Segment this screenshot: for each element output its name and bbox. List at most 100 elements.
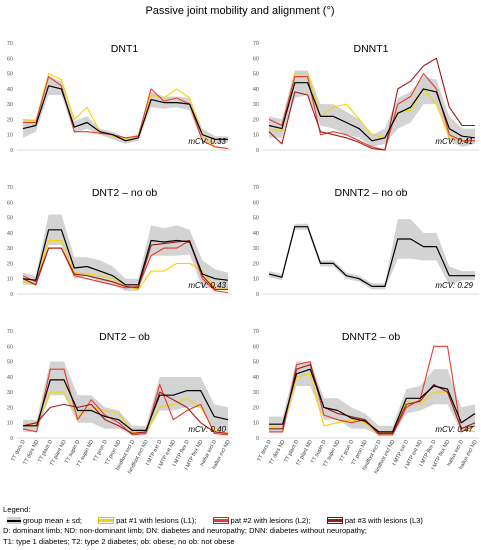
y-tick-label: 20	[253, 261, 259, 267]
y-tick-label: 20	[253, 405, 259, 411]
series-line-mean	[22, 85, 228, 142]
y-tick-label: 70	[7, 185, 13, 191]
y-tick-label: 30	[7, 246, 13, 252]
y-tick-label: 30	[7, 102, 13, 108]
y-tick-label: 20	[7, 405, 13, 411]
sd-band	[269, 219, 475, 290]
legend-swatch-p2	[212, 517, 229, 524]
series-line-mean	[23, 379, 229, 431]
legend-label-p2: pat #2 with lesions (L2);	[230, 515, 311, 525]
panel-3: 0 10 20 30 40 50 60 70 DNT2 – no ob mCV: 0.43	[7, 185, 232, 298]
panel-1: 0 10 20 30 40 50 60 70 DNT1 mCV: 0.33	[7, 41, 232, 154]
series-line-p1	[268, 373, 476, 436]
y-tick-label: 0	[10, 436, 13, 442]
legend-label-p3: pat #3 with lesions (L3)	[344, 515, 423, 525]
y-tick-label: 50	[7, 360, 13, 366]
legend-swatch-p1	[98, 517, 115, 524]
y-tick-label: 40	[7, 375, 13, 381]
y-tick-label: 60	[7, 200, 13, 206]
y-tick-label: 40	[253, 375, 259, 381]
y-tick-label: 0	[256, 148, 259, 154]
y-tick-label: 10	[253, 421, 259, 427]
y-tick-label: 50	[253, 360, 259, 366]
panel-title: DNT1	[111, 43, 139, 55]
cv-annotation: mCV: 0.29	[435, 281, 473, 290]
legend-label-mean: group mean ± sd;	[23, 515, 83, 525]
series-line-p1	[22, 73, 229, 150]
legend-note-2: T1: type 1 diabetes; T2: type 2 diabetes…	[3, 536, 235, 546]
y-tick-label: 70	[253, 41, 259, 47]
y-tick-label: 0	[256, 292, 259, 298]
series-line-p3	[22, 391, 229, 434]
y-tick-label: 10	[7, 277, 13, 283]
y-tick-label: 10	[7, 421, 13, 427]
panel-2: 0 10 20 30 40 50 60 70 DNNT1 mCV: 0.41	[253, 41, 479, 154]
y-tick-label: 70	[253, 329, 259, 335]
panel-title: DNNT2 – ob	[342, 331, 401, 343]
panel-title: DNT2 – ob	[99, 331, 150, 343]
series-line-mean	[22, 229, 229, 286]
legend-swatch-mean	[7, 517, 21, 524]
series-line-mean	[268, 82, 476, 142]
cv-annotation: mCV: 0.47	[435, 425, 473, 434]
sd-band	[23, 214, 228, 291]
y-tick-label: 60	[7, 56, 13, 62]
series-line-p2	[23, 76, 229, 150]
legend-heading: Legend:	[3, 505, 31, 514]
cv-annotation: mCV: 0.43	[188, 281, 226, 290]
panels: 0 10 20 30 40 50 60 70 DNT1 mCV: 0.33 0 10 20 30 40 50 6…	[7, 41, 479, 475]
y-tick-label: 60	[7, 344, 13, 350]
figure: Passive joint mobility and alignment (°)…	[7, 5, 479, 475]
y-tick-label: 10	[253, 277, 259, 283]
y-tick-label: 50	[7, 216, 13, 222]
legend-items: group mean ± sd; pat #1 with lesions (L1…	[3, 516, 479, 527]
sd-band	[269, 361, 475, 435]
y-tick-label: 20	[7, 117, 13, 123]
cv-annotation: mCV: 0.41	[435, 137, 473, 146]
y-tick-label: 50	[253, 72, 259, 78]
panel-4: 0 10 20 30 40 50 60 70 DNNT2 – no ob mCV: 0.29	[253, 185, 479, 298]
cv-annotation: mCV: 0.33	[188, 137, 226, 146]
y-tick-label: 40	[253, 231, 259, 237]
series-line-p1	[22, 391, 229, 434]
y-tick-label: 0	[10, 148, 13, 154]
y-tick-label: 20	[7, 261, 13, 267]
sd-band	[23, 361, 228, 435]
y-tick-label: 70	[7, 329, 13, 335]
panel-title: DNT2 – no ob	[92, 187, 158, 199]
y-tick-label: 40	[7, 231, 13, 237]
legend-label-p1: pat #1 with lesions (L1);	[116, 515, 197, 525]
y-tick-label: 60	[253, 344, 259, 350]
series-line-mean	[269, 368, 476, 433]
panel-title: DNNT1	[353, 43, 388, 55]
y-tick-label: 40	[7, 87, 13, 93]
legend: Legend: group mean ± sd; pat #1 with les…	[3, 505, 479, 547]
legend-note-1: D: dominant limb; ND: non-dominant limb;…	[3, 526, 367, 535]
figure-title: Passive joint mobility and alignment (°)	[145, 5, 334, 17]
y-tick-label: 60	[253, 200, 259, 206]
series-line-mean	[268, 226, 475, 287]
y-tick-label: 50	[7, 72, 13, 78]
y-tick-label: 30	[253, 390, 259, 396]
y-tick-label: 10	[7, 133, 13, 139]
panel-title: DNNT2 – no ob	[335, 187, 408, 199]
y-tick-label: 30	[253, 246, 259, 252]
y-tick-label: 20	[253, 117, 259, 123]
y-tick-label: 50	[253, 216, 259, 222]
y-tick-label: 10	[253, 133, 259, 139]
y-tick-label: 30	[253, 102, 259, 108]
y-tick-label: 40	[253, 87, 259, 93]
series-line-p3	[268, 57, 475, 151]
y-tick-label: 0	[10, 292, 13, 298]
y-tick-label: 0	[256, 436, 259, 442]
legend-swatch-p3	[326, 517, 343, 524]
y-tick-label: 70	[7, 41, 13, 47]
series-line-p2	[22, 368, 229, 436]
series-line-p1	[268, 73, 475, 142]
sd-band	[269, 70, 475, 147]
y-tick-label: 70	[253, 185, 259, 191]
y-tick-label: 30	[7, 390, 13, 396]
cv-annotation: mCV: 0.40	[188, 425, 226, 434]
